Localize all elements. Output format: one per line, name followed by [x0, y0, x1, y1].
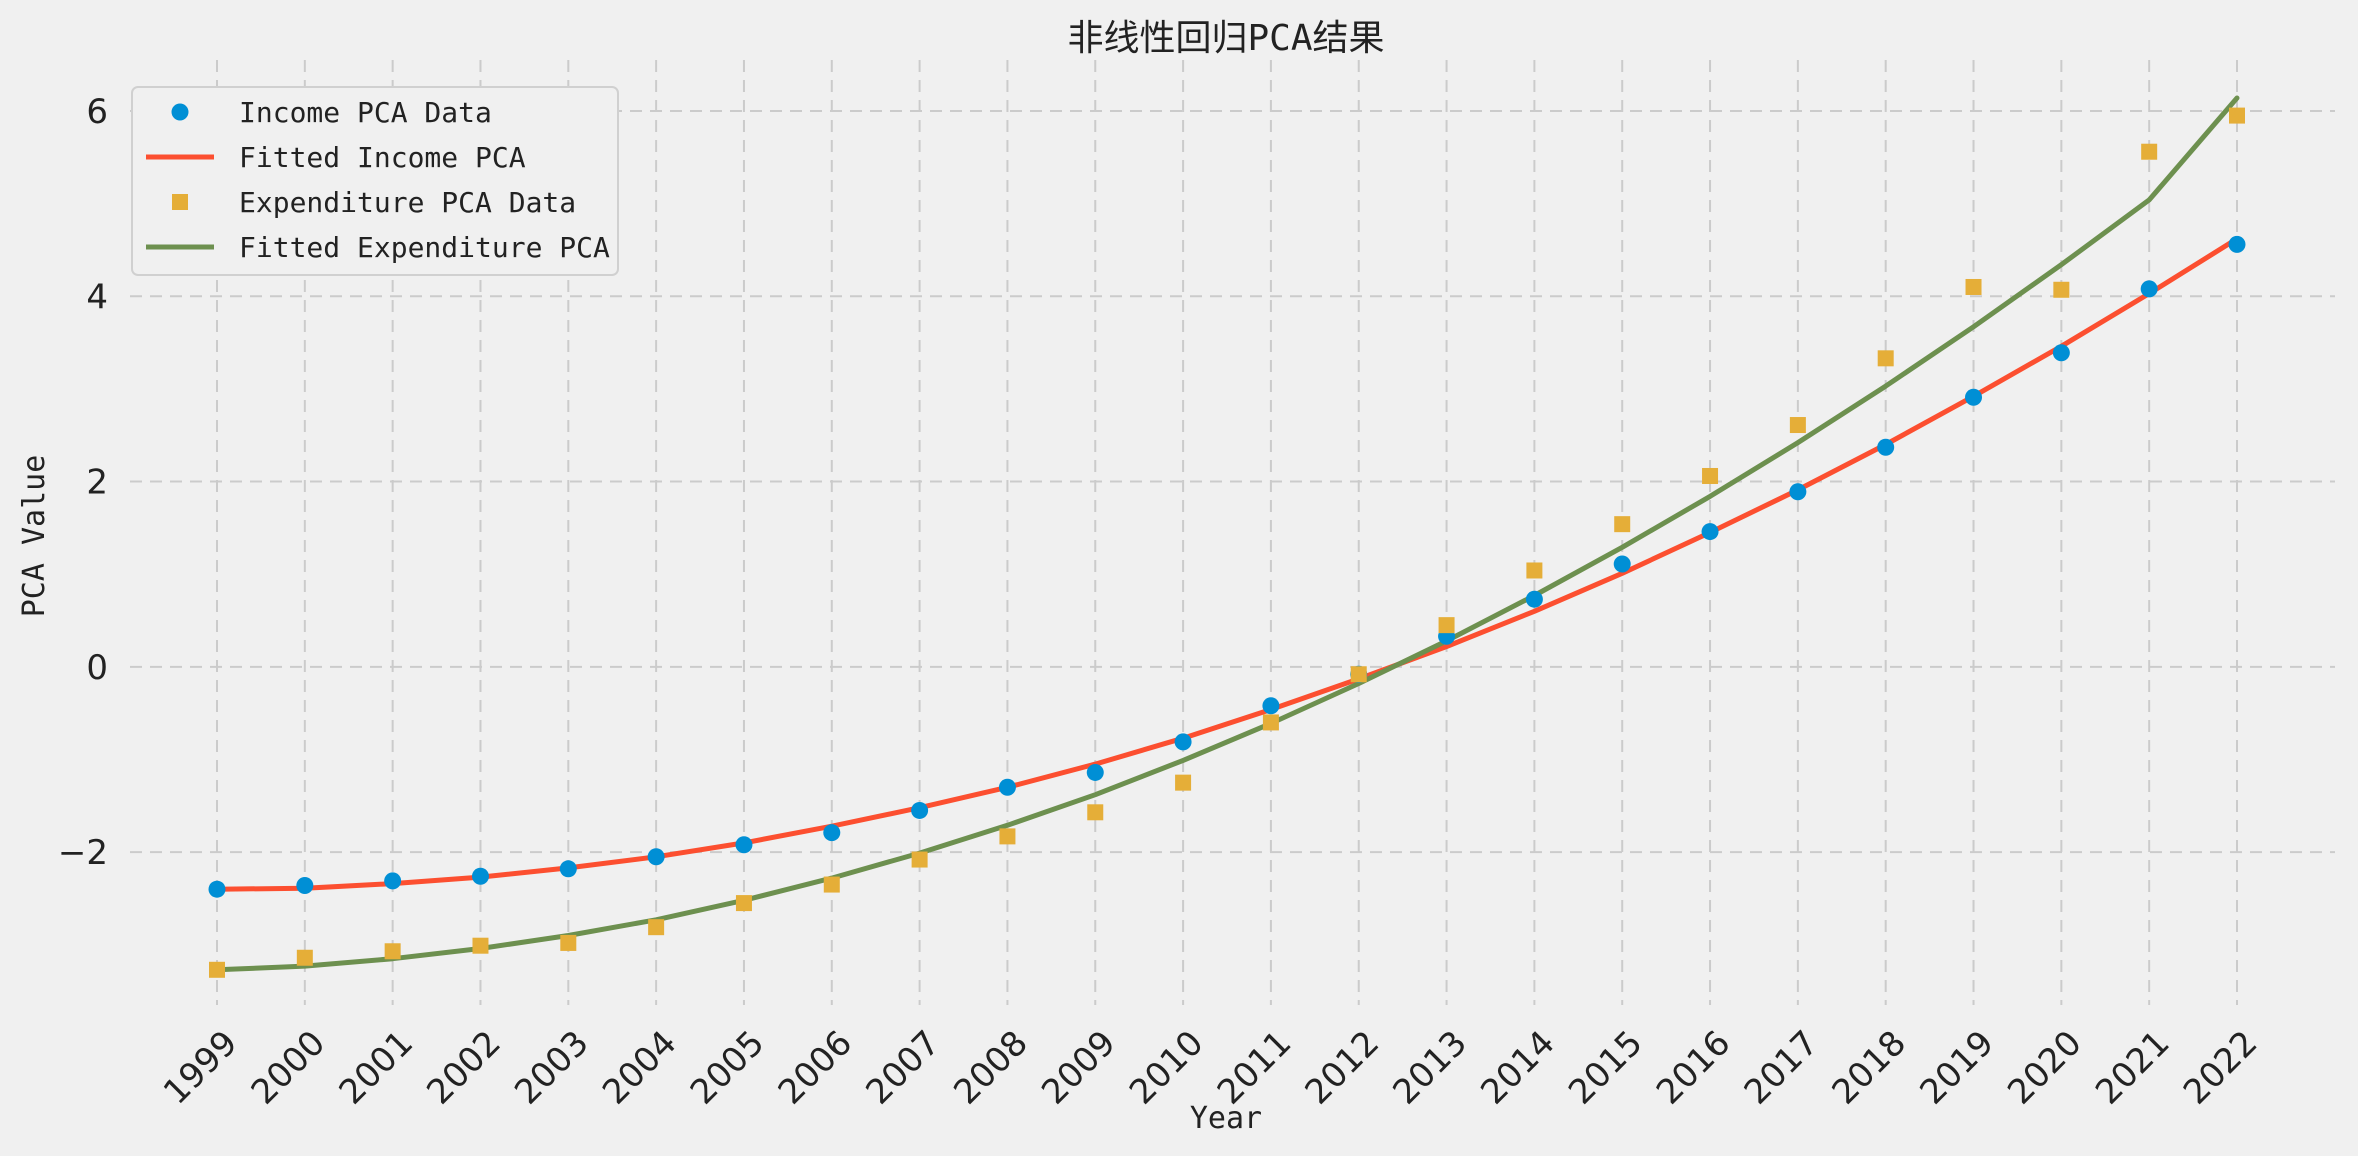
- data-point-income-pca-data: [823, 824, 841, 842]
- legend-label-fitted-income-pca: Fitted Income PCA: [239, 141, 526, 174]
- legend-label-income-pca-data: Income PCA Data: [239, 96, 492, 129]
- data-point-income-pca-data: [1174, 733, 1192, 751]
- data-point-income-pca-data: [911, 801, 929, 819]
- series-line-fitted-expenditure-pca: [214, 95, 2240, 973]
- y-tick-labels: −2 0 2 4 6: [58, 92, 108, 873]
- data-point-expenditure-pca-data: [1087, 804, 1104, 821]
- data-point-expenditure-pca-data: [1789, 417, 1806, 434]
- data-point-expenditure-pca-data: [2229, 107, 2245, 124]
- data-point-income-pca-data: [2140, 280, 2158, 298]
- data-point-income-pca-data: [998, 778, 1016, 796]
- data-point-expenditure-pca-data: [1702, 467, 1719, 484]
- series: [208, 95, 2246, 978]
- data-point-expenditure-pca-data: [1175, 774, 1192, 791]
- data-point-income-pca-data: [2052, 344, 2070, 362]
- data-point-income-pca-data: [735, 836, 753, 854]
- data-point-income-pca-data: [1262, 697, 1280, 715]
- y-axis-label: PCA Value: [17, 455, 52, 618]
- data-point-expenditure-pca-data: [911, 851, 928, 868]
- data-point-income-pca-data: [1086, 763, 1104, 781]
- data-point-expenditure-pca-data: [823, 876, 840, 893]
- data-point-expenditure-pca-data: [1350, 666, 1367, 683]
- data-point-expenditure-pca-data: [560, 934, 577, 951]
- data-point-expenditure-pca-data: [648, 919, 665, 936]
- data-point-income-pca-data: [1613, 555, 1631, 573]
- legend-label-fitted-expenditure-pca: Fitted Expenditure PCA: [239, 231, 610, 264]
- data-point-income-pca-data: [647, 848, 665, 866]
- legend-frame: [131, 86, 619, 276]
- legend-swatch-income-pca-data: [171, 103, 189, 121]
- legend: Income PCA Data Fitted Income PCA Expendit…: [131, 86, 619, 276]
- data-point-income-pca-data: [1525, 590, 1543, 608]
- data-point-expenditure-pca-data: [472, 937, 489, 954]
- x-axis-label: Year: [1190, 1101, 1262, 1136]
- data-point-expenditure-pca-data: [384, 943, 401, 960]
- data-point-income-pca-data: [1789, 483, 1807, 501]
- data-point-income-pca-data: [559, 860, 577, 878]
- y-tick-label: 6: [86, 92, 108, 132]
- data-point-expenditure-pca-data: [2053, 281, 2070, 298]
- data-point-expenditure-pca-data: [1965, 278, 1982, 295]
- y-tick-label: 4: [86, 277, 108, 317]
- data-point-income-pca-data: [384, 872, 402, 890]
- y-tick-label: −2: [58, 833, 108, 873]
- data-point-income-pca-data: [1877, 438, 1895, 456]
- data-point-expenditure-pca-data: [296, 949, 313, 966]
- data-point-income-pca-data: [296, 876, 314, 894]
- data-point-income-pca-data: [471, 867, 489, 885]
- chart-title: 非线性回归PCA结果: [1067, 18, 1384, 59]
- y-tick-label: 2: [86, 463, 108, 503]
- data-point-expenditure-pca-data: [1262, 714, 1279, 731]
- data-point-expenditure-pca-data: [1614, 516, 1631, 533]
- data-point-expenditure-pca-data: [735, 895, 752, 912]
- series-line-fitted-income-pca: [214, 236, 2240, 892]
- data-point-expenditure-pca-data: [2141, 143, 2158, 160]
- data-point-income-pca-data: [2228, 235, 2246, 253]
- data-point-income-pca-data: [208, 880, 226, 898]
- data-point-income-pca-data: [1965, 388, 1983, 406]
- data-point-expenditure-pca-data: [1438, 617, 1455, 634]
- data-point-expenditure-pca-data: [209, 961, 225, 978]
- y-tick-label: 0: [86, 648, 108, 688]
- legend-label-expenditure-pca-data: Expenditure PCA Data: [239, 186, 576, 219]
- data-point-expenditure-pca-data: [1877, 350, 1894, 367]
- legend-swatch-expenditure-pca-data: [172, 194, 188, 210]
- data-point-income-pca-data: [1701, 523, 1719, 541]
- data-point-expenditure-pca-data: [999, 828, 1016, 845]
- data-point-expenditure-pca-data: [1526, 562, 1543, 579]
